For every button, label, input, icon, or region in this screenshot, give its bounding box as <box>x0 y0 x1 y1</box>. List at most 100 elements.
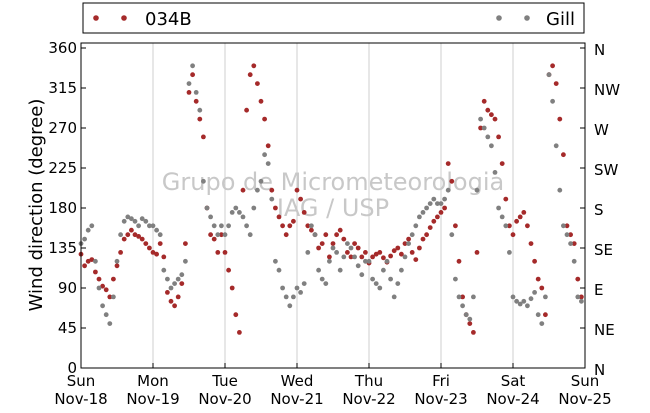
point-034b <box>395 245 401 251</box>
point-034b <box>219 232 224 238</box>
point-gill <box>114 258 120 264</box>
point-gill <box>121 218 127 224</box>
point-gill <box>427 201 433 207</box>
point-034b <box>118 250 123 255</box>
point-gill <box>168 285 174 291</box>
point-034b <box>355 245 361 251</box>
point-034b <box>100 283 105 289</box>
point-034b <box>229 285 235 291</box>
point-gill <box>269 196 275 202</box>
point-gill <box>557 187 563 193</box>
point-gill <box>337 267 343 273</box>
point-gill <box>319 276 325 282</box>
legend-label-gill: Gill <box>546 9 575 30</box>
x-tick-label-day: Tue <box>211 372 238 390</box>
point-gill <box>568 241 573 247</box>
x-tick-label-date: Nov-19 <box>126 390 179 408</box>
point-034b <box>568 232 573 238</box>
y-axis-label: Wind direction (degree) <box>26 99 47 312</box>
point-gill <box>298 290 303 295</box>
point-034b <box>273 205 278 211</box>
point-gill <box>363 258 368 264</box>
point-034b <box>363 250 368 255</box>
point-034b <box>276 214 282 220</box>
point-gill <box>532 290 537 295</box>
point-034b <box>359 254 365 260</box>
point-gill <box>85 227 91 233</box>
point-034b <box>438 210 444 215</box>
point-034b <box>280 223 285 229</box>
point-gill <box>193 90 199 95</box>
point-034b <box>352 241 357 247</box>
data-points <box>78 63 584 335</box>
point-034b <box>420 236 426 242</box>
point-gill <box>136 223 142 229</box>
point-034b <box>424 232 429 238</box>
point-gill <box>276 267 282 273</box>
point-gill <box>334 250 339 255</box>
point-034b <box>561 152 566 158</box>
point-034b <box>442 205 447 211</box>
point-034b <box>305 223 311 229</box>
point-034b <box>291 218 296 224</box>
point-034b <box>341 236 347 242</box>
point-034b <box>107 294 113 300</box>
point-034b <box>237 330 242 335</box>
point-gill <box>517 301 523 307</box>
point-034b <box>474 250 480 255</box>
point-034b <box>89 257 95 262</box>
legend-entry-034B: 034B <box>93 9 192 30</box>
point-034b <box>381 255 386 261</box>
y-tick-label-right: N <box>594 41 605 59</box>
point-gill <box>463 312 469 318</box>
point-034b <box>125 232 131 238</box>
point-034b <box>391 248 397 254</box>
point-gill <box>244 223 250 229</box>
point-034b <box>550 63 555 69</box>
point-gill <box>150 223 156 229</box>
point-gill <box>147 223 152 229</box>
x-tick-label-day: Wed <box>281 372 314 390</box>
point-gill <box>240 214 246 220</box>
point-gill <box>528 296 534 302</box>
point-gill <box>355 263 361 269</box>
y-tick-label: 270 <box>48 119 77 137</box>
point-gill <box>525 303 530 309</box>
point-gill <box>323 281 329 286</box>
point-gill <box>341 254 347 260</box>
point-gill <box>384 258 390 264</box>
point-gill <box>370 276 375 282</box>
point-gill <box>226 223 232 229</box>
point-gill <box>111 294 116 300</box>
point-034b <box>345 250 350 255</box>
point-034b <box>161 254 167 260</box>
point-gill <box>161 267 167 273</box>
point-034b <box>222 250 228 255</box>
x-tick-label-date: Nov-24 <box>486 390 539 408</box>
point-gill <box>309 223 314 229</box>
point-gill <box>211 223 217 229</box>
point-034b <box>323 232 329 238</box>
point-034b <box>377 250 383 255</box>
point-gill <box>467 316 473 322</box>
point-034b <box>388 253 393 259</box>
point-gill <box>222 232 228 238</box>
point-034b <box>93 269 98 275</box>
point-gill <box>143 218 149 224</box>
point-034b <box>233 312 239 318</box>
point-gill <box>125 214 131 220</box>
y-tick-label-right: W <box>594 121 609 139</box>
point-gill <box>471 294 476 300</box>
point-gill <box>535 312 541 318</box>
point-034b <box>255 81 260 86</box>
point-gill <box>96 285 102 291</box>
point-gill <box>330 245 336 251</box>
point-gill <box>510 294 516 300</box>
x-tick-label-date: Nov-20 <box>198 390 251 408</box>
point-034b <box>139 236 145 242</box>
point-034b <box>132 232 138 238</box>
point-034b <box>543 312 548 318</box>
y-tick-label-right: NW <box>594 81 620 99</box>
point-034b <box>262 116 267 122</box>
point-gill <box>402 254 408 260</box>
